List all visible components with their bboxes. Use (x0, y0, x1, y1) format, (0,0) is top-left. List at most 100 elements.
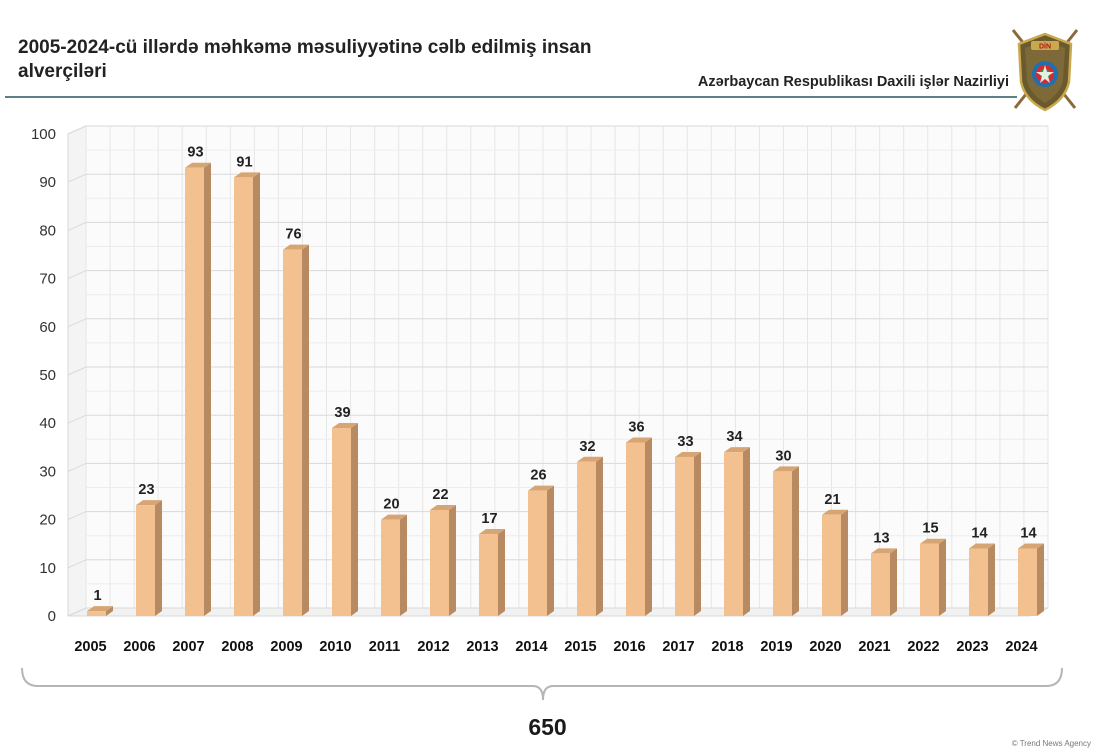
bar-2022 (920, 543, 939, 616)
bar-top-2007 (185, 162, 211, 168)
data-label-2023: 14 (971, 526, 987, 542)
y-tick-label: 80 (39, 222, 56, 239)
organization-name: Azərbaycan Respublikası Daxili işlər Naz… (697, 74, 1009, 90)
bar-top-2005 (87, 606, 113, 612)
data-label-2013: 17 (481, 511, 497, 527)
data-label-2012: 22 (432, 487, 448, 503)
ministry-emblem-icon: DİN (1011, 29, 1079, 112)
bar-side-2014 (547, 485, 554, 616)
bar-side-2011 (400, 514, 407, 616)
y-tick-label: 30 (39, 463, 56, 480)
bar-top-2009 (283, 244, 309, 250)
y-tick-label: 90 (39, 174, 56, 191)
horizontal-grid-line-side (67, 559, 87, 569)
bar-side-2005 (106, 606, 113, 616)
x-tick-label-2015: 2015 (564, 639, 596, 655)
bar-top-2018 (724, 447, 750, 453)
bar-2012 (430, 509, 449, 616)
horizontal-grid-line-side (67, 511, 87, 521)
bar-2006 (136, 505, 155, 616)
x-tick-label-2012: 2012 (417, 639, 449, 655)
horizontal-grid-line-side (67, 318, 87, 328)
bar-top-2010 (332, 423, 358, 429)
bar-2005 (87, 611, 106, 616)
horizontal-grid-line-side (67, 414, 87, 424)
bar-side-2009 (302, 244, 309, 616)
x-tick-label-2009: 2009 (270, 639, 302, 655)
bar-2014 (528, 490, 547, 616)
data-label-2016: 36 (628, 419, 644, 435)
bar-side-2022 (939, 538, 946, 616)
horizontal-grid-line-side (67, 221, 87, 231)
bar-2017 (675, 456, 694, 616)
horizontal-grid-line-side (67, 462, 87, 472)
x-tick-label-2005: 2005 (74, 639, 106, 655)
bar-side-2019 (792, 466, 799, 616)
bar-side-2023 (988, 543, 995, 616)
y-tick-label: 100 (31, 126, 56, 143)
x-tick-label-2013: 2013 (466, 639, 498, 655)
bar-top-2023 (969, 543, 995, 549)
x-tick-label-2006: 2006 (123, 639, 155, 655)
bar-side-2006 (155, 500, 162, 616)
data-label-2008: 91 (236, 154, 252, 170)
x-tick-label-2022: 2022 (907, 639, 939, 655)
x-tick-label-2017: 2017 (662, 639, 694, 655)
x-tick-label-2024: 2024 (1005, 639, 1037, 655)
data-label-2009: 76 (285, 227, 301, 243)
horizontal-grid-line-side (67, 270, 87, 280)
bar-2007 (185, 167, 204, 617)
x-tick-label-2019: 2019 (760, 639, 792, 655)
bar-2011 (381, 519, 400, 616)
bar-top-2016 (626, 437, 652, 443)
bar-top-2015 (577, 456, 603, 462)
header-divider (5, 96, 1017, 98)
bar-top-2012 (430, 504, 456, 510)
bar-2019 (773, 471, 792, 616)
x-tick-label-2010: 2010 (319, 639, 351, 655)
bar-top-2013 (479, 529, 505, 535)
bar-side-2021 (890, 548, 897, 616)
data-label-2005: 1 (93, 588, 101, 604)
x-tick-label-2020: 2020 (809, 639, 841, 655)
bar-2009 (283, 249, 302, 616)
y-tick-label: 70 (39, 271, 56, 288)
bar-2010 (332, 428, 351, 616)
data-label-2019: 30 (775, 448, 791, 464)
bar-top-2020 (822, 509, 848, 515)
bar-2008 (234, 177, 253, 616)
bar-side-2007 (204, 162, 211, 617)
horizontal-grid-line-side (67, 366, 87, 376)
source-credit: © Trend News Agency (1011, 739, 1091, 748)
bar-top-2019 (773, 466, 799, 472)
horizontal-grid-line-side (67, 607, 87, 617)
data-label-2015: 32 (579, 439, 595, 455)
x-tick-label-2008: 2008 (221, 639, 253, 655)
x-tick-label-2016: 2016 (613, 639, 645, 655)
bar-side-2018 (743, 447, 750, 616)
x-tick-label-2023: 2023 (956, 639, 988, 655)
horizontal-grid-line-side (67, 125, 87, 135)
bar-2021 (871, 553, 890, 616)
y-tick-label: 60 (39, 319, 56, 336)
bar-2020 (822, 514, 841, 616)
data-label-2007: 93 (187, 145, 203, 161)
chart-title: 2005-2024-cü illərdə məhkəmə məsuliyyəti… (18, 37, 592, 82)
bar-2024 (1018, 548, 1037, 616)
x-tick-label-2014: 2014 (515, 639, 547, 655)
horizontal-grid-line-side (67, 173, 87, 183)
data-label-2011: 20 (383, 497, 399, 513)
bar-side-2024 (1037, 543, 1044, 616)
bar-top-2011 (381, 514, 407, 520)
bar-top-2008 (234, 172, 260, 178)
bar-2018 (724, 452, 743, 616)
bar-top-2006 (136, 500, 162, 506)
emblem-lettering: DİN (1039, 43, 1051, 51)
bar-side-2016 (645, 437, 652, 616)
y-tick-label: 0 (48, 608, 56, 625)
bar-side-2012 (449, 504, 456, 616)
bar-2013 (479, 534, 498, 616)
data-label-2010: 39 (334, 405, 350, 421)
y-tick-label: 40 (39, 415, 56, 432)
bar-side-2008 (253, 172, 260, 616)
